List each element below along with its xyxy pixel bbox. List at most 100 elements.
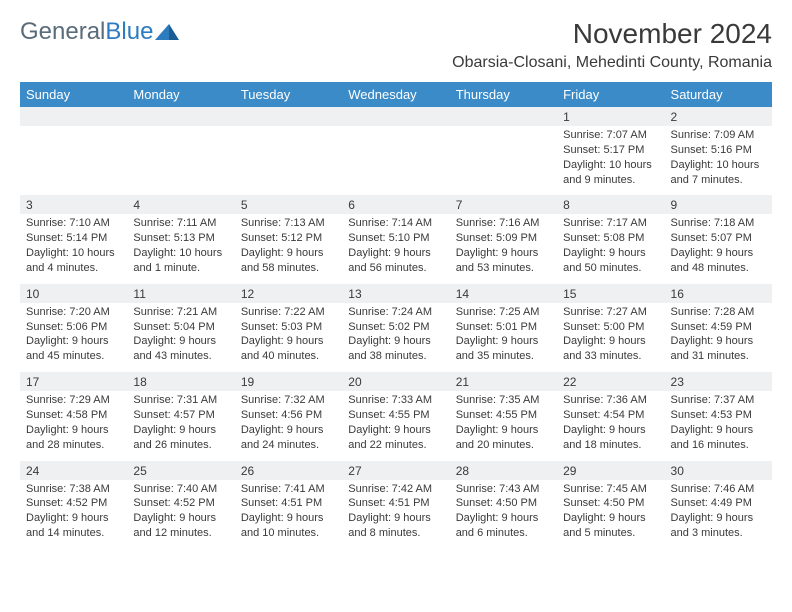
daylight-line: Daylight: 9 hours and 22 minutes.: [348, 423, 443, 453]
day-data-cell: Sunrise: 7:42 AMSunset: 4:51 PMDaylight:…: [342, 480, 449, 549]
sunrise-line: Sunrise: 7:10 AM: [26, 216, 121, 231]
day-data-cell: Sunrise: 7:33 AMSunset: 4:55 PMDaylight:…: [342, 391, 449, 460]
day-data-cell: Sunrise: 7:36 AMSunset: 4:54 PMDaylight:…: [557, 391, 664, 460]
daylight-line: Daylight: 9 hours and 45 minutes.: [26, 334, 121, 364]
day-number-cell: 26: [235, 461, 342, 480]
daylight-line: Daylight: 10 hours and 4 minutes.: [26, 246, 121, 276]
day-data-cell: Sunrise: 7:31 AMSunset: 4:57 PMDaylight:…: [127, 391, 234, 460]
day-number-cell: 19: [235, 372, 342, 391]
sunset-line: Sunset: 5:12 PM: [241, 231, 336, 246]
day-number-cell: 21: [450, 372, 557, 391]
daylight-line: Daylight: 9 hours and 18 minutes.: [563, 423, 658, 453]
calendar-page: GeneralBlue November 2024 Obarsia-Closan…: [0, 0, 792, 549]
day-number-cell: 3: [20, 195, 127, 214]
day-number-cell: 9: [665, 195, 772, 214]
daylight-line: Daylight: 9 hours and 35 minutes.: [456, 334, 551, 364]
day-data-cell: Sunrise: 7:18 AMSunset: 5:07 PMDaylight:…: [665, 214, 772, 283]
daylight-line: Daylight: 9 hours and 40 minutes.: [241, 334, 336, 364]
sunrise-line: Sunrise: 7:28 AM: [671, 305, 766, 320]
day-number-cell: 13: [342, 284, 449, 303]
day-data-cell: Sunrise: 7:09 AMSunset: 5:16 PMDaylight:…: [665, 126, 772, 195]
sunset-line: Sunset: 4:57 PM: [133, 408, 228, 423]
day-data-row: Sunrise: 7:07 AMSunset: 5:17 PMDaylight:…: [20, 126, 772, 195]
day-data-cell: Sunrise: 7:38 AMSunset: 4:52 PMDaylight:…: [20, 480, 127, 549]
title-block: November 2024 Obarsia-Closani, Mehedinti…: [452, 18, 772, 78]
day-data-cell: [127, 126, 234, 195]
weekday-header: Wednesday: [342, 82, 449, 107]
daylight-line: Daylight: 10 hours and 7 minutes.: [671, 158, 766, 188]
sunset-line: Sunset: 5:09 PM: [456, 231, 551, 246]
sunrise-line: Sunrise: 7:35 AM: [456, 393, 551, 408]
day-data-cell: Sunrise: 7:24 AMSunset: 5:02 PMDaylight:…: [342, 303, 449, 372]
day-number-cell: 22: [557, 372, 664, 391]
day-data-cell: Sunrise: 7:35 AMSunset: 4:55 PMDaylight:…: [450, 391, 557, 460]
day-data-cell: Sunrise: 7:28 AMSunset: 4:59 PMDaylight:…: [665, 303, 772, 372]
day-data-cell: [235, 126, 342, 195]
sunrise-line: Sunrise: 7:45 AM: [563, 482, 658, 497]
sunrise-line: Sunrise: 7:38 AM: [26, 482, 121, 497]
daylight-line: Daylight: 9 hours and 24 minutes.: [241, 423, 336, 453]
sunrise-line: Sunrise: 7:17 AM: [563, 216, 658, 231]
sunset-line: Sunset: 5:00 PM: [563, 320, 658, 335]
day-number-cell: 4: [127, 195, 234, 214]
day-data-cell: Sunrise: 7:10 AMSunset: 5:14 PMDaylight:…: [20, 214, 127, 283]
daylight-line: Daylight: 9 hours and 28 minutes.: [26, 423, 121, 453]
day-number-cell: 10: [20, 284, 127, 303]
day-data-cell: Sunrise: 7:43 AMSunset: 4:50 PMDaylight:…: [450, 480, 557, 549]
day-number-cell: 24: [20, 461, 127, 480]
day-number-cell: 2: [665, 107, 772, 126]
day-number-cell: 8: [557, 195, 664, 214]
month-title: November 2024: [452, 18, 772, 50]
sunrise-line: Sunrise: 7:27 AM: [563, 305, 658, 320]
day-number-cell: 18: [127, 372, 234, 391]
sunset-line: Sunset: 4:50 PM: [563, 496, 658, 511]
day-data-cell: Sunrise: 7:29 AMSunset: 4:58 PMDaylight:…: [20, 391, 127, 460]
sunrise-line: Sunrise: 7:22 AM: [241, 305, 336, 320]
day-data-cell: [342, 126, 449, 195]
day-number-cell: 27: [342, 461, 449, 480]
sunset-line: Sunset: 5:08 PM: [563, 231, 658, 246]
sunrise-line: Sunrise: 7:14 AM: [348, 216, 443, 231]
day-number-row: 3456789: [20, 195, 772, 214]
daylight-line: Daylight: 9 hours and 10 minutes.: [241, 511, 336, 541]
day-data-row: Sunrise: 7:10 AMSunset: 5:14 PMDaylight:…: [20, 214, 772, 283]
weekday-header: Friday: [557, 82, 664, 107]
day-number-cell: 25: [127, 461, 234, 480]
daylight-line: Daylight: 9 hours and 48 minutes.: [671, 246, 766, 276]
sunset-line: Sunset: 5:04 PM: [133, 320, 228, 335]
day-data-cell: Sunrise: 7:46 AMSunset: 4:49 PMDaylight:…: [665, 480, 772, 549]
day-number-cell: 6: [342, 195, 449, 214]
sunset-line: Sunset: 5:16 PM: [671, 143, 766, 158]
sunrise-line: Sunrise: 7:18 AM: [671, 216, 766, 231]
sunrise-line: Sunrise: 7:46 AM: [671, 482, 766, 497]
day-data-cell: Sunrise: 7:40 AMSunset: 4:52 PMDaylight:…: [127, 480, 234, 549]
sunset-line: Sunset: 5:13 PM: [133, 231, 228, 246]
day-number-cell: 17: [20, 372, 127, 391]
day-number-row: 12: [20, 107, 772, 126]
sunset-line: Sunset: 4:51 PM: [348, 496, 443, 511]
sunrise-line: Sunrise: 7:33 AM: [348, 393, 443, 408]
sunset-line: Sunset: 4:54 PM: [563, 408, 658, 423]
day-number-row: 17181920212223: [20, 372, 772, 391]
day-data-row: Sunrise: 7:20 AMSunset: 5:06 PMDaylight:…: [20, 303, 772, 372]
sunset-line: Sunset: 4:50 PM: [456, 496, 551, 511]
day-data-cell: Sunrise: 7:32 AMSunset: 4:56 PMDaylight:…: [235, 391, 342, 460]
sunrise-line: Sunrise: 7:20 AM: [26, 305, 121, 320]
sunrise-line: Sunrise: 7:41 AM: [241, 482, 336, 497]
sunrise-line: Sunrise: 7:37 AM: [671, 393, 766, 408]
sunset-line: Sunset: 4:56 PM: [241, 408, 336, 423]
calendar-body: 12 Sunrise: 7:07 AMSunset: 5:17 PMDaylig…: [20, 107, 772, 549]
day-data-cell: Sunrise: 7:20 AMSunset: 5:06 PMDaylight:…: [20, 303, 127, 372]
daylight-line: Daylight: 9 hours and 43 minutes.: [133, 334, 228, 364]
daylight-line: Daylight: 9 hours and 38 minutes.: [348, 334, 443, 364]
weekday-header: Sunday: [20, 82, 127, 107]
day-data-row: Sunrise: 7:29 AMSunset: 4:58 PMDaylight:…: [20, 391, 772, 460]
sunrise-line: Sunrise: 7:36 AM: [563, 393, 658, 408]
sunset-line: Sunset: 5:06 PM: [26, 320, 121, 335]
sunrise-line: Sunrise: 7:43 AM: [456, 482, 551, 497]
sunset-line: Sunset: 5:10 PM: [348, 231, 443, 246]
day-data-cell: Sunrise: 7:25 AMSunset: 5:01 PMDaylight:…: [450, 303, 557, 372]
day-number-cell: 12: [235, 284, 342, 303]
logo: GeneralBlue: [20, 18, 181, 46]
sunrise-line: Sunrise: 7:16 AM: [456, 216, 551, 231]
